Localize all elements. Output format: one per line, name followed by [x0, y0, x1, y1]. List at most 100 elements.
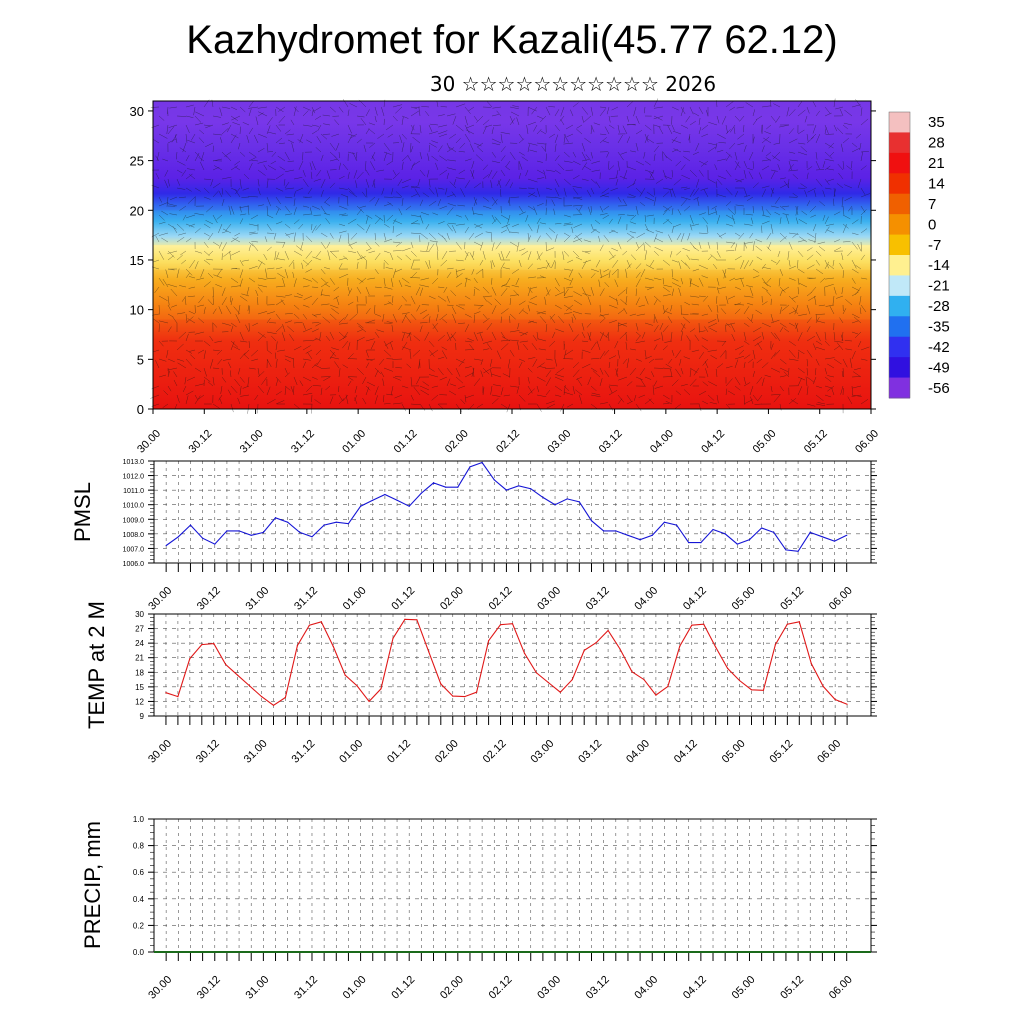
- wind-barb: [698, 403, 702, 412]
- wind-barb: [788, 178, 790, 188]
- wind-barb: [851, 241, 858, 250]
- wind-barb: [584, 137, 592, 144]
- wind-barb: [770, 385, 773, 393]
- wind-barb: [779, 183, 789, 189]
- data-point: [639, 539, 641, 541]
- wind-barb: [833, 286, 837, 295]
- data-point: [786, 623, 788, 625]
- wind-barb: [338, 398, 345, 405]
- wind-barb: [554, 124, 560, 131]
- wind-barb: [680, 259, 687, 266]
- wind-barb: [203, 232, 210, 237]
- wind-barb: [590, 187, 595, 195]
- wind-barb: [643, 151, 646, 159]
- wind-barb: [817, 241, 826, 245]
- data-point: [274, 517, 277, 519]
- wind-barb: [293, 321, 303, 324]
- data-point: [335, 521, 337, 523]
- wind-barb: [167, 313, 174, 318]
- wind-barb: [566, 133, 574, 138]
- wind-barb: [603, 268, 610, 273]
- data-point: [712, 528, 714, 531]
- wind-barb: [469, 143, 475, 153]
- wind-barb: [409, 350, 412, 360]
- wind-barb: [725, 322, 731, 328]
- wind-barb: [203, 340, 211, 347]
- wind-barb: [806, 386, 809, 396]
- wind-barb: [515, 277, 520, 286]
- wind-barb: [743, 260, 750, 270]
- wind-barb: [426, 169, 430, 178]
- wind-barb: [176, 358, 185, 362]
- wind-barb: [446, 267, 454, 270]
- wind-barb: [590, 286, 594, 296]
- wind-barb: [633, 106, 637, 117]
- wind-barb: [855, 264, 862, 270]
- wind-barb: [687, 232, 691, 241]
- wind-barb: [770, 169, 778, 172]
- heatmap-x-tick-label: 30.00: [135, 428, 163, 456]
- wind-barb: [824, 367, 828, 375]
- wind-barb: [275, 400, 285, 405]
- wind-barb: [311, 394, 313, 403]
- wind-barb: [671, 349, 675, 356]
- wind-barb: [383, 367, 393, 372]
- wind-barb: [247, 205, 250, 216]
- x-tick-label: 03.12: [576, 738, 604, 766]
- wind-barb: [851, 331, 859, 335]
- wind-barb: [401, 115, 409, 119]
- x-tick-label: 02.00: [438, 974, 466, 1002]
- wind-barb: [496, 350, 502, 360]
- wind-barb: [806, 349, 813, 358]
- wind-barb: [527, 263, 533, 270]
- wind-barb: [471, 160, 475, 169]
- wind-barb: [428, 178, 431, 188]
- wind-barb: [152, 138, 160, 144]
- wind-barb: [776, 259, 781, 266]
- wind-barb: [761, 105, 771, 108]
- wind-barb: [371, 155, 376, 162]
- wind-barb: [501, 336, 511, 342]
- wind-barb: [275, 379, 279, 387]
- wind-barb: [257, 133, 267, 138]
- wind-barb: [701, 345, 709, 351]
- wind-barb: [338, 223, 346, 227]
- wind-barb: [392, 376, 401, 381]
- wind-barb: [626, 136, 631, 144]
- wind-barb: [770, 313, 774, 323]
- wind-barb: [374, 313, 382, 317]
- wind-barb: [799, 236, 808, 243]
- wind-barb: [680, 106, 686, 115]
- wind-barb: [788, 340, 796, 347]
- wind-barb: [446, 331, 452, 342]
- wind-barb: [555, 328, 565, 333]
- wind-barb: [653, 380, 658, 387]
- wind-barb: [216, 268, 223, 277]
- wind-barb: [307, 352, 313, 360]
- wind-barb: [788, 160, 792, 171]
- wind-barb: [707, 304, 713, 312]
- heatmap-y-tick-label: 25: [130, 154, 144, 169]
- wind-barb: [576, 376, 583, 380]
- wind-barb: [540, 130, 547, 135]
- wind-barb: [545, 370, 552, 378]
- wind-barb: [383, 223, 390, 228]
- wind-barb: [437, 367, 444, 376]
- wind-barb: [471, 367, 475, 377]
- wind-barb: [833, 198, 835, 207]
- wind-barb: [518, 308, 524, 315]
- data-point: [404, 618, 406, 620]
- wind-barb: [518, 151, 525, 156]
- x-tick-label: 05.12: [778, 974, 806, 1002]
- wind-barb: [275, 358, 278, 369]
- wind-barb: [189, 223, 196, 227]
- wind-barb: [662, 376, 673, 378]
- wind-barb: [806, 133, 809, 142]
- wind-barb: [356, 223, 365, 231]
- wind-barb: [743, 354, 751, 360]
- wind-barb: [388, 301, 394, 306]
- wind-barb: [626, 394, 632, 402]
- wind-barb: [734, 286, 742, 290]
- wind-barb: [644, 241, 651, 248]
- wind-barb: [584, 165, 592, 171]
